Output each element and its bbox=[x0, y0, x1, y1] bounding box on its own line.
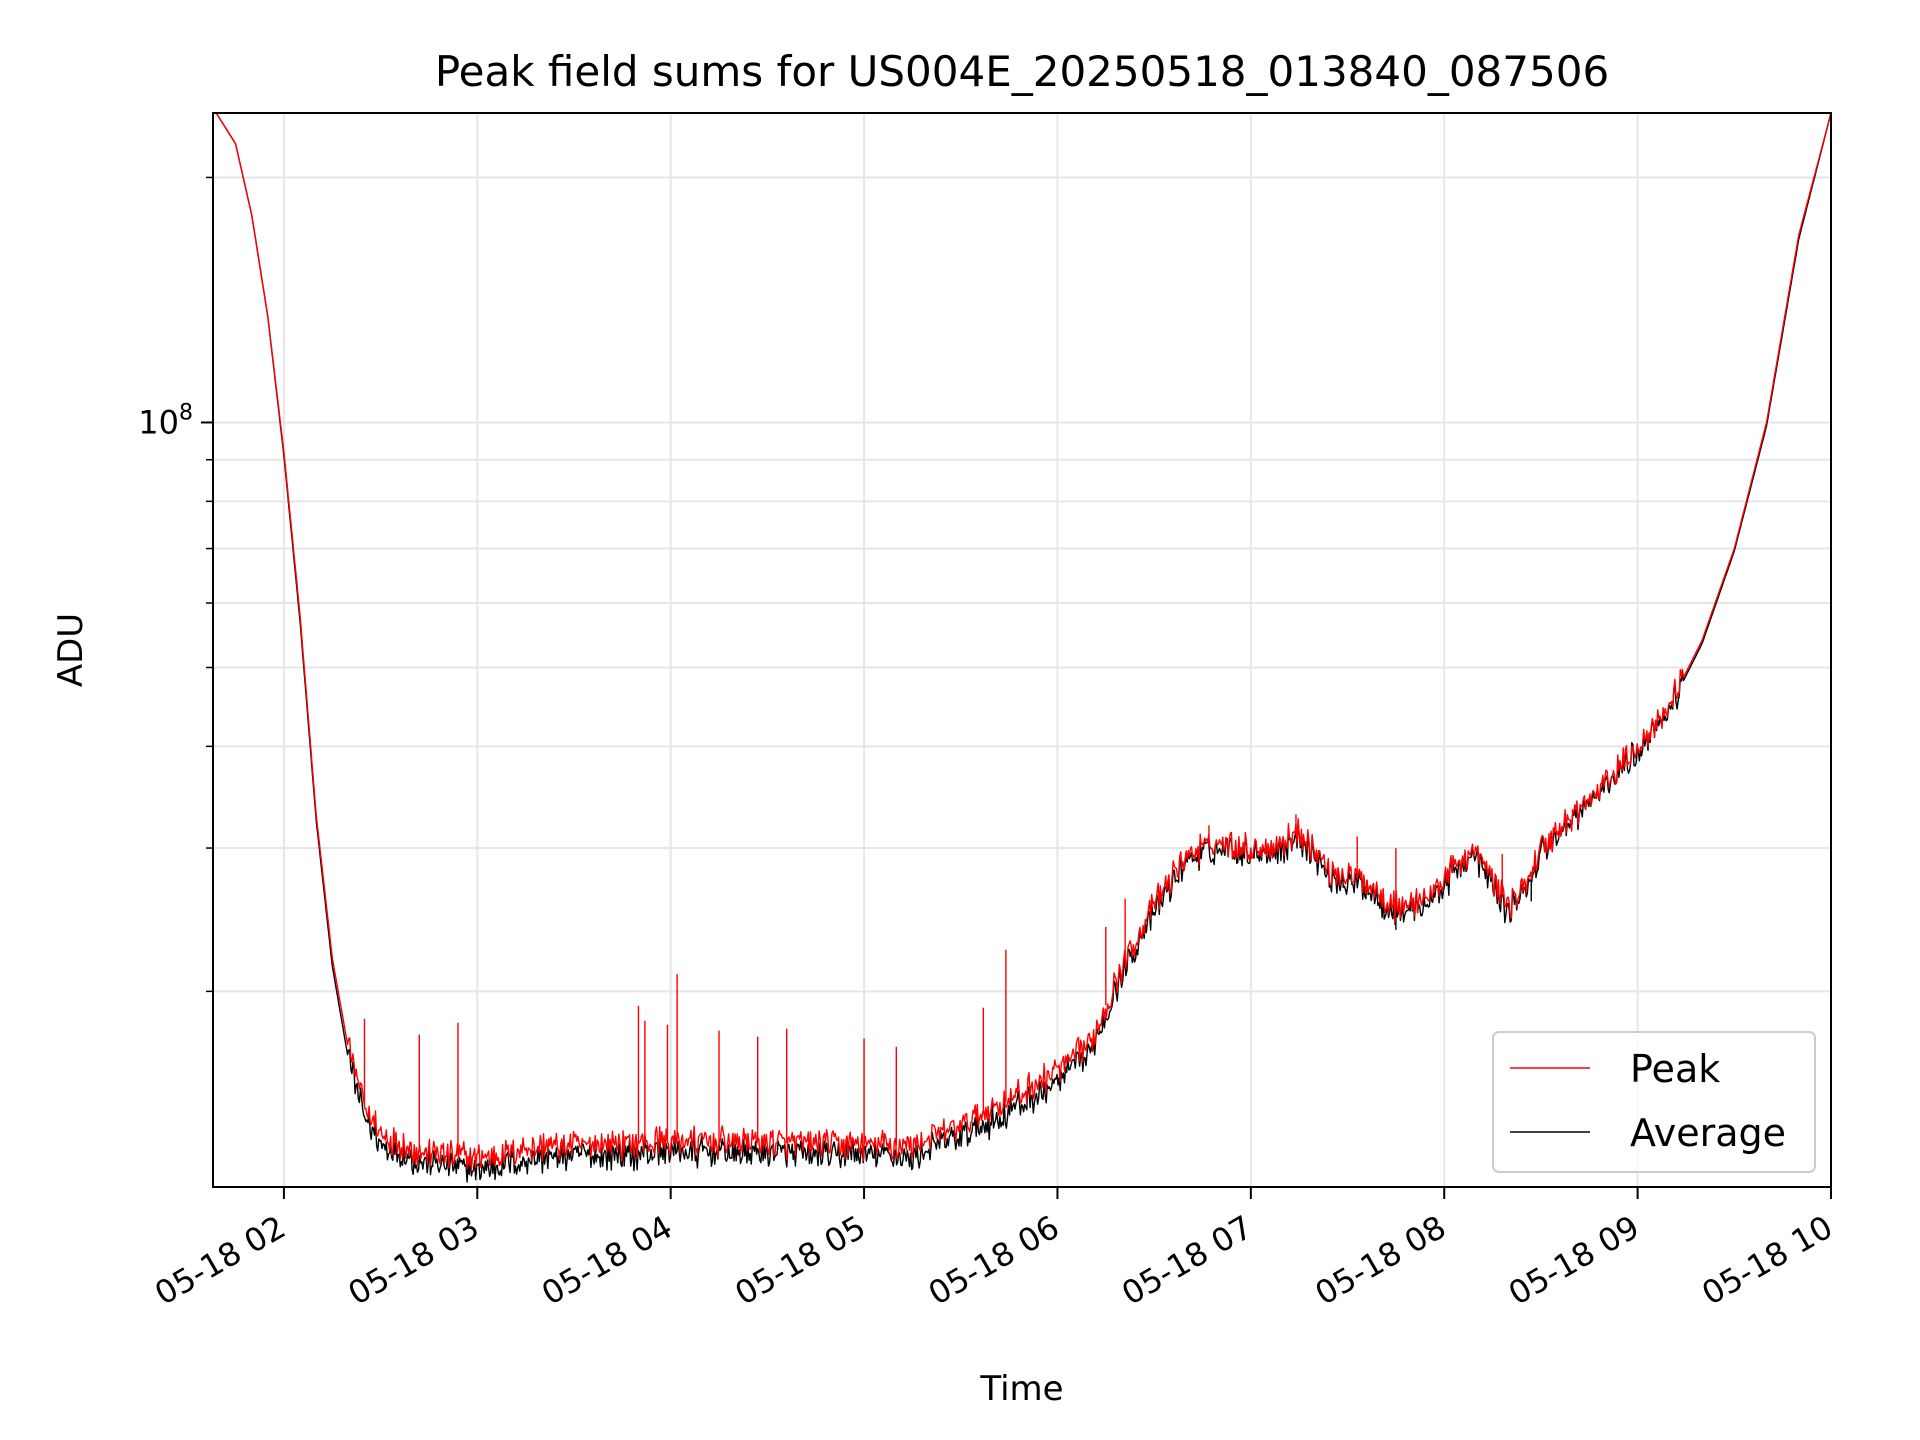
y-axis-ticks: 108 bbox=[138, 176, 213, 993]
legend-average-label: Average bbox=[1630, 1111, 1786, 1155]
legend: Peak Average bbox=[1492, 1031, 1816, 1173]
legend-peak-label: Peak bbox=[1630, 1047, 1720, 1091]
series-lines bbox=[215, 113, 1831, 1183]
y-tick-label: 108 bbox=[138, 400, 193, 441]
y-axis-label: ADU bbox=[51, 613, 91, 687]
x-axis-label: Time bbox=[979, 1369, 1063, 1409]
legend-box bbox=[1492, 1031, 1816, 1173]
chart-title: Peak field sums for US004E_20250518_0138… bbox=[435, 47, 1609, 96]
plot-area-frame bbox=[212, 112, 1832, 1188]
peak-series-line bbox=[215, 113, 1831, 1171]
